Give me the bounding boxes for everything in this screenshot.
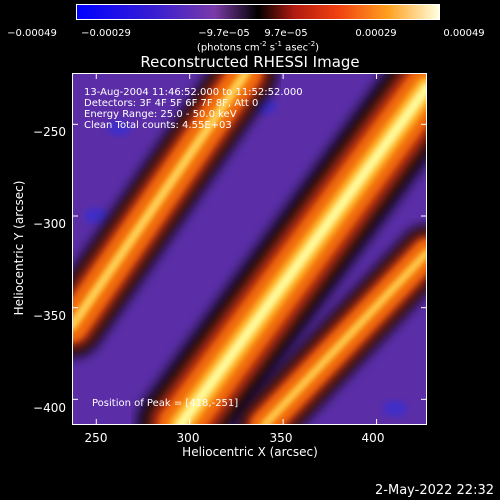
chart-title: Reconstructed RHESSI Image — [140, 53, 360, 71]
colorbar-tick: 9.7e−05 — [264, 28, 308, 39]
colorbar-units: (photons cm-2 s-1 asec-2) — [196, 40, 320, 54]
background-patch — [84, 208, 109, 224]
colorbar — [76, 4, 440, 20]
colorbar-tick: −0.00049 — [7, 28, 57, 39]
x-tick-label: 400 — [361, 431, 385, 445]
background-patch — [383, 400, 408, 417]
plot-area: 13-Aug-2004 11:46:52.000 to 11:52:52.000… — [72, 73, 427, 425]
colorbar-tick: 0.00049 — [443, 28, 485, 39]
x-tick-label: 350 — [269, 431, 293, 445]
heatmap-image — [72, 73, 427, 425]
annotation-energy: Energy Range: 25.0 - 50.0 keV — [84, 109, 237, 120]
y-tick-label: −350 — [33, 309, 66, 323]
x-tick-label: 250 — [84, 431, 108, 445]
annotation-peak: Position of Peak = [418,-251] — [92, 398, 239, 409]
footer-timestamp: 2-May-2022 22:32 — [375, 483, 494, 498]
annotation-time-range: 13-Aug-2004 11:46:52.000 to 11:52:52.000 — [84, 87, 303, 98]
x-axis-label: Heliocentric X (arcsec) — [182, 445, 318, 459]
emission-band-lower-right-layer — [262, 250, 427, 425]
colorbar-tick: −9.7e−05 — [198, 28, 250, 39]
colorbar-tick: −0.00029 — [81, 28, 131, 39]
colorbar-tick: 0.00029 — [355, 28, 397, 39]
y-tick-label: −250 — [33, 125, 66, 139]
y-axis-label: Heliocentric Y (arcsec) — [12, 180, 26, 316]
emission-band-main-layer — [174, 82, 427, 425]
y-tick-label: −300 — [33, 217, 66, 231]
annotation-detectors: Detectors: 3F 4F 5F 6F 7F 8F, Att 0 — [84, 98, 259, 109]
emission-bands — [72, 73, 427, 425]
emission-band-upper-left-layer — [72, 73, 249, 329]
background-patch — [106, 120, 131, 136]
y-tick-label: −400 — [33, 401, 66, 415]
x-tick-label: 300 — [176, 431, 200, 445]
annotation-clean: Clean Total counts: 4.55E+03 — [84, 120, 232, 131]
